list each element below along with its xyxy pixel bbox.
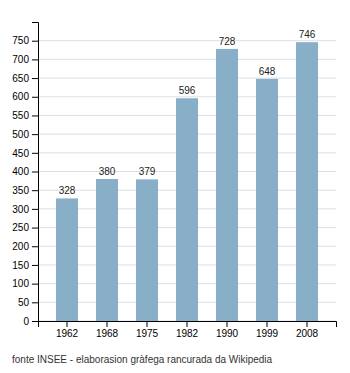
data-label: 596 (179, 85, 196, 96)
grid-line (38, 59, 336, 60)
plot-area: 0 50 100 150 200 250 300 350 400 450 500 550 600 650 7… (12, 23, 336, 340)
y-tick-mark (32, 153, 38, 154)
y-tick: 700 (12, 54, 38, 65)
grid-line (38, 96, 336, 97)
x-tick-mark (147, 321, 148, 327)
x-tick-label: 2008 (296, 328, 319, 339)
y-tick-label: 400 (12, 166, 29, 177)
y-tick-label: 150 (12, 260, 29, 271)
y-tick-label: 700 (12, 54, 29, 65)
y-axis: 0 50 100 150 200 250 300 350 400 450 500 550 600 650 7… (12, 23, 38, 327)
y-tick-mark (32, 78, 38, 79)
x-tick: 1990 (216, 321, 239, 339)
y-tick: 0 (23, 316, 38, 327)
y-tick-mark (32, 321, 38, 322)
y-tick: 100 (12, 278, 38, 289)
data-label: 648 (259, 66, 276, 77)
x-tick-mark (107, 321, 108, 327)
y-tick-mark (32, 284, 38, 285)
bar (56, 198, 78, 321)
x-tick-mark (187, 321, 188, 327)
y-tick: 550 (12, 110, 38, 121)
y-tick-mark (32, 41, 38, 42)
y-tick: 450 (12, 148, 38, 159)
y-tick: 400 (12, 166, 38, 177)
x-tick: 1982 (176, 321, 199, 339)
data-label: 728 (219, 36, 236, 47)
y-axis-line (32, 23, 39, 322)
x-tick: 2008 (296, 321, 319, 339)
x-axis-line (39, 322, 337, 328)
y-tick-label: 500 (12, 129, 29, 140)
y-tick: 250 (12, 222, 38, 233)
y-tick-mark (32, 59, 38, 60)
x-tick-mark (307, 321, 308, 327)
data-label: 379 (139, 166, 156, 177)
y-tick-mark (32, 115, 38, 116)
grid (38, 41, 336, 321)
y-tick-mark (32, 209, 38, 210)
x-tick-label: 1999 (256, 328, 279, 339)
bar (296, 42, 318, 321)
x-tick-label: 1975 (136, 328, 159, 339)
y-tick-label: 550 (12, 110, 29, 121)
y-tick-label: 750 (12, 35, 29, 46)
y-tick-label: 200 (12, 241, 29, 252)
bar (96, 179, 118, 321)
bar (256, 79, 278, 321)
y-tick: 600 (12, 91, 38, 102)
x-tick: 1968 (96, 321, 119, 339)
bar (136, 179, 158, 321)
y-tick: 750 (12, 35, 38, 46)
x-tick: 1962 (56, 321, 79, 339)
y-tick-mark (32, 190, 38, 191)
x-tick-label: 1982 (176, 328, 199, 339)
grid-line (38, 40, 336, 41)
grid-line (38, 78, 336, 79)
y-tick-mark (32, 246, 38, 247)
y-tick-mark (32, 228, 38, 229)
y-tick-label: 600 (12, 91, 29, 102)
y-tick: 50 (18, 297, 38, 308)
bar (176, 98, 198, 321)
x-tick-mark (67, 321, 68, 327)
data-label: 328 (59, 185, 76, 196)
data-labels: 328 380 379 596 728 648 746 (59, 29, 316, 196)
y-tick-mark (32, 97, 38, 98)
y-tick: 650 (12, 73, 38, 84)
x-tick: 1999 (256, 321, 279, 339)
data-label: 746 (299, 29, 316, 40)
x-axis: 1962 1968 1975 1982 1990 1999 2008 (39, 321, 337, 339)
y-tick-label: 650 (12, 73, 29, 84)
y-tick-label: 250 (12, 222, 29, 233)
y-tick-label: 50 (18, 297, 30, 308)
y-tick-label: 350 (12, 185, 29, 196)
y-tick-label: 450 (12, 148, 29, 159)
x-tick-label: 1962 (56, 328, 79, 339)
y-tick-mark (32, 302, 38, 303)
y-tick-mark (32, 172, 38, 173)
x-tick-label: 1990 (216, 328, 239, 339)
x-tick-label: 1968 (96, 328, 119, 339)
y-tick: 300 (12, 204, 38, 215)
chart-container: 0 50 100 150 200 250 300 350 400 450 500 550 600 650 7… (0, 0, 350, 373)
data-label: 380 (99, 166, 116, 177)
x-tick-mark (267, 321, 268, 327)
y-tick: 150 (12, 260, 38, 271)
y-tick-label: 0 (23, 316, 29, 327)
bars (56, 42, 318, 321)
x-tick: 1975 (136, 321, 159, 339)
y-tick: 200 (12, 241, 38, 252)
x-tick-mark (227, 321, 228, 327)
y-tick: 350 (12, 185, 38, 196)
chart-svg: 0 50 100 150 200 250 300 350 400 450 500 550 600 650 7… (0, 0, 350, 373)
y-tick-label: 100 (12, 278, 29, 289)
y-tick-mark (32, 265, 38, 266)
caption: fonte INSEE - elaborasion gràfega rancur… (12, 354, 273, 365)
y-tick-mark (32, 134, 38, 135)
y-tick-label: 300 (12, 204, 29, 215)
bar (216, 49, 238, 321)
y-tick: 500 (12, 129, 38, 140)
